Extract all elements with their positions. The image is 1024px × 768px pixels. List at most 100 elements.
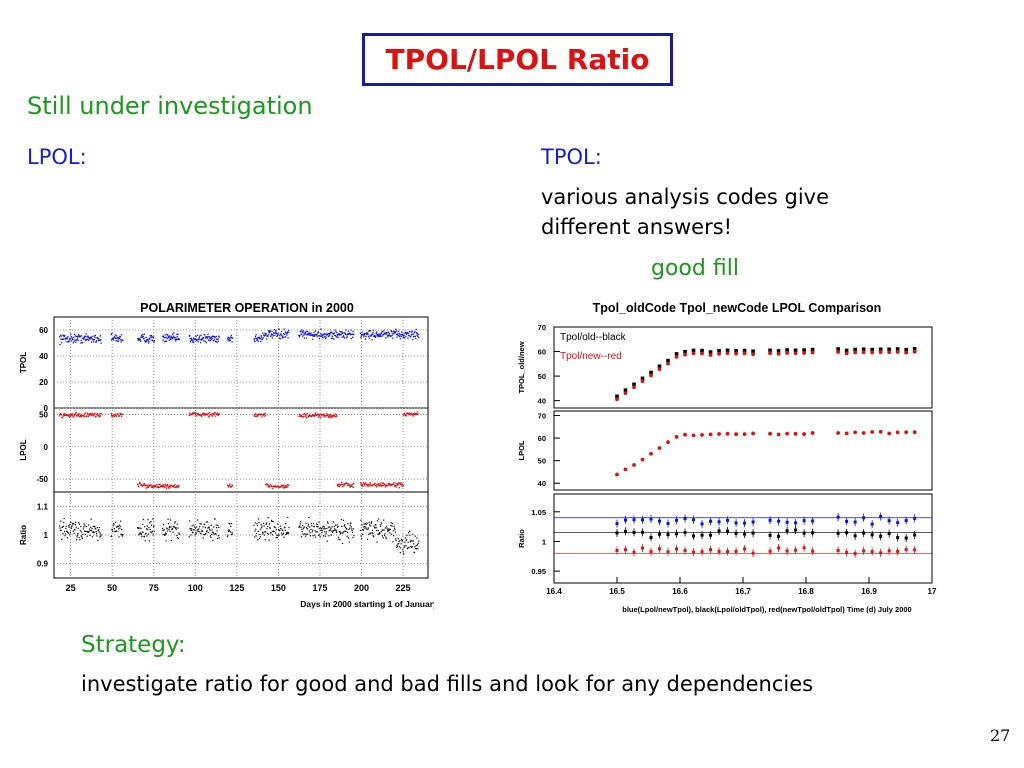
tpol-point bbox=[283, 333, 286, 336]
lpol-point bbox=[272, 487, 274, 490]
tpol-point bbox=[330, 331, 332, 333]
ratio-point bbox=[397, 538, 399, 540]
ratio-point bbox=[84, 533, 86, 535]
tpol-point bbox=[256, 337, 258, 340]
lpol-point bbox=[313, 415, 316, 417]
tpol-point bbox=[396, 336, 398, 338]
tpol-point bbox=[120, 341, 122, 343]
tpol-point bbox=[163, 341, 166, 343]
ratio-point bbox=[325, 533, 327, 535]
ratio-point bbox=[164, 532, 167, 534]
ratio-red-point bbox=[785, 549, 789, 553]
ratio-point bbox=[204, 526, 207, 529]
ratio-point bbox=[69, 531, 71, 534]
lpol-point bbox=[742, 432, 747, 437]
ratio-red-point bbox=[743, 547, 747, 551]
tpol-point bbox=[171, 337, 173, 339]
tpol-point bbox=[149, 335, 152, 337]
tpol-point bbox=[194, 338, 197, 340]
ratio-point bbox=[404, 537, 406, 539]
tpol-point bbox=[396, 333, 399, 335]
lpol-point bbox=[114, 415, 116, 418]
lpol-point bbox=[381, 484, 383, 487]
tpol-point bbox=[262, 337, 264, 339]
ratio-point bbox=[379, 532, 381, 535]
lpol-point bbox=[402, 484, 405, 486]
ratio-blue-point bbox=[794, 521, 798, 525]
tpol-point bbox=[305, 330, 307, 333]
lpol-point bbox=[157, 487, 160, 489]
ratio-point bbox=[79, 539, 81, 541]
tpol-point bbox=[325, 333, 328, 335]
tpol-point bbox=[378, 335, 381, 337]
tpol-point bbox=[302, 332, 304, 334]
lpol-point bbox=[150, 486, 153, 488]
tpol-point bbox=[339, 334, 342, 336]
tpol-point bbox=[79, 335, 82, 337]
lpol-point bbox=[785, 431, 789, 436]
lpol-point bbox=[159, 483, 161, 485]
ratio-point bbox=[346, 535, 348, 537]
ratio-point bbox=[393, 527, 396, 529]
ratio-point bbox=[391, 533, 393, 535]
tpol-point bbox=[347, 332, 349, 335]
ratio-point bbox=[70, 521, 72, 523]
lpol-point bbox=[77, 414, 80, 417]
tpol-point bbox=[76, 339, 78, 341]
tpol-point bbox=[254, 341, 256, 343]
ratio-point bbox=[150, 524, 153, 526]
tpol-point bbox=[316, 334, 318, 336]
ratio-point bbox=[346, 528, 348, 530]
tpol-point bbox=[379, 334, 381, 337]
tpol-point bbox=[117, 338, 119, 340]
ratio-point bbox=[412, 533, 414, 535]
ratio-point bbox=[347, 523, 349, 525]
tpol-point bbox=[212, 340, 215, 342]
tpol-point bbox=[226, 337, 229, 340]
ratio-blue-point bbox=[751, 520, 755, 524]
tpol-new-point bbox=[870, 350, 875, 355]
lpol-point bbox=[302, 413, 304, 415]
x-tick-label: 75 bbox=[149, 583, 159, 593]
lpol-point bbox=[320, 413, 323, 416]
ratio-point bbox=[175, 526, 177, 528]
tpol-point bbox=[307, 333, 309, 335]
tpol-point bbox=[58, 336, 61, 338]
tpol-point bbox=[254, 335, 257, 338]
ratio-point bbox=[214, 518, 216, 520]
tpol-point bbox=[94, 334, 97, 337]
ratio-point bbox=[68, 524, 71, 526]
lpol-point bbox=[393, 482, 395, 484]
tpol-point bbox=[69, 338, 71, 341]
lpol-point bbox=[329, 417, 332, 419]
tpol-point bbox=[153, 339, 156, 342]
ratio-point bbox=[262, 533, 264, 535]
tpol-point bbox=[276, 334, 279, 336]
ratio-black-point bbox=[862, 531, 866, 535]
x-axis-label: blue(Lpol/newTpol), black(Lpol/oldTpol),… bbox=[622, 605, 911, 614]
ratio-point bbox=[265, 531, 267, 533]
tpol-point bbox=[401, 334, 404, 336]
tpol-point bbox=[140, 340, 142, 342]
lpol-point bbox=[369, 482, 371, 484]
lpol-point bbox=[400, 483, 402, 486]
y-axis-label: TPOL bbox=[19, 352, 28, 373]
ratio-point bbox=[211, 533, 213, 535]
ratio-point bbox=[81, 531, 83, 533]
ratio-point bbox=[261, 531, 263, 533]
tpol-point bbox=[279, 335, 281, 337]
lpol-point bbox=[71, 414, 73, 416]
ratio-point bbox=[229, 531, 231, 533]
tpol-point bbox=[117, 340, 120, 342]
tpol-point bbox=[324, 336, 326, 338]
ratio-point bbox=[194, 527, 197, 529]
ratio-point bbox=[323, 526, 325, 528]
tpol-point bbox=[305, 337, 308, 339]
ratio-point bbox=[317, 523, 319, 526]
tpol-new-point bbox=[904, 350, 909, 355]
lpol-point bbox=[362, 485, 364, 487]
ratio-point bbox=[137, 526, 139, 529]
tpol-point bbox=[162, 335, 165, 337]
lpol-point bbox=[228, 485, 230, 488]
lpol-point bbox=[318, 415, 320, 417]
